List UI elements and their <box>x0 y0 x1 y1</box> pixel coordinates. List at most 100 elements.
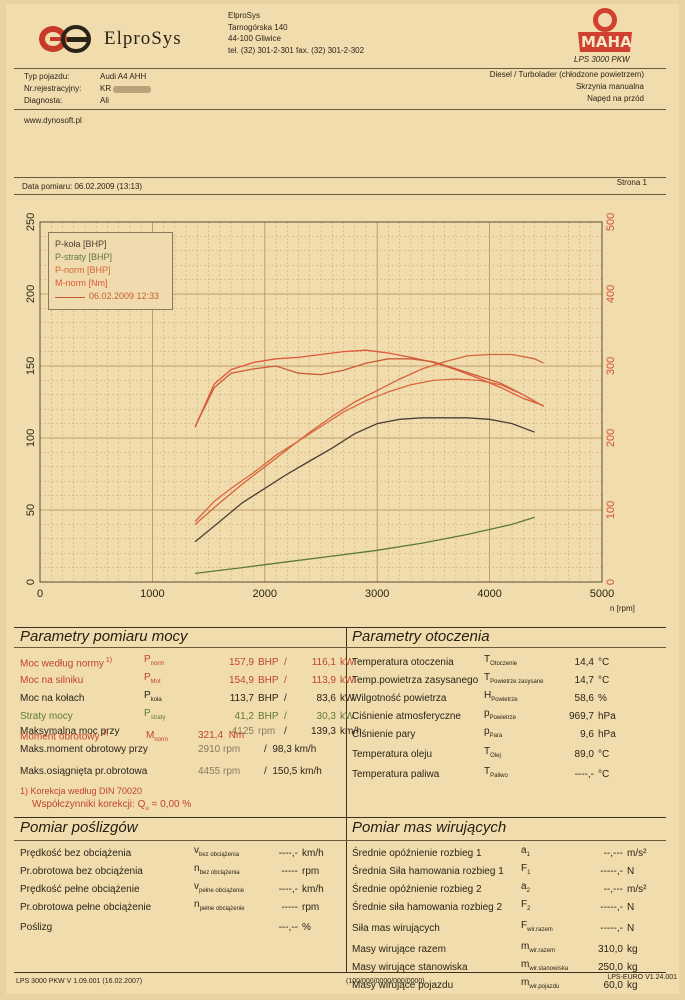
power-unit-2: kW <box>340 710 355 722</box>
power-sep: / <box>284 656 287 668</box>
env-label: Temperatura paliwa <box>352 768 440 780</box>
mass-value: 310,0 <box>597 943 623 955</box>
maha-brand: MAHA <box>581 33 632 51</box>
series-line <box>194 378 544 522</box>
slip-row: Prędkość bez obciążenia vbez obciążenia --… <box>18 844 326 862</box>
power-value-2: 30,3 <box>316 710 336 722</box>
correction-factor-label: Współczynniki korekcji: Q <box>32 799 146 810</box>
slip-value: ----,- <box>278 847 298 859</box>
power-row: Moc na kołach Pkoła 113,7 BHP / 83,6 kW <box>18 689 364 707</box>
mass-unit: m/s² <box>627 847 647 859</box>
address-line: ElproSys <box>228 11 261 20</box>
power-unit-2: kW <box>340 656 355 668</box>
env-unit: °C <box>598 748 610 760</box>
footer-version: LPS 3000 PKW V 1.09.001 (16.02.2007) <box>16 978 143 985</box>
slip-unit: rpm <box>302 865 320 877</box>
power-unit-2: kW <box>340 692 355 704</box>
registration-label: Nr.rejestracyjny: <box>24 84 82 93</box>
power-table: Moc według normy 1) Pnorm 157,9 BHP / 116,1 kW… <box>18 653 364 738</box>
series-line <box>194 353 544 525</box>
slip-label: Prędkość pełne obciążenie <box>20 883 140 895</box>
footer-code: (100/000/0000/000/0000) <box>346 978 425 985</box>
env-unit: °C <box>598 674 610 686</box>
env-value: 58,6 <box>574 692 594 704</box>
power-row: Maksymalna moc przy 4125 rpm / 139,3 km/h <box>18 725 364 738</box>
vehicle-type-label: Typ pojazdu: <box>24 72 70 81</box>
env-value: 9,6 <box>580 728 594 740</box>
env-row: Ciśnienie atmosferyczne pPowietrze 969,7 hP… <box>350 707 618 725</box>
power-value-2: 113,9 <box>311 674 336 686</box>
mass-value: 60,0 <box>603 979 623 991</box>
power-symbol: Pstraty <box>144 708 166 721</box>
env-symbol: TOtoczenie <box>484 654 518 667</box>
din-correction-note: 1) Korekcja według DIN 70020 <box>20 786 143 796</box>
mass-label: Siła mas wirujących <box>352 922 440 934</box>
mass-value: --,--- <box>603 847 623 859</box>
engine-type: Diesel / Turbolader (chłodzone powietrze… <box>489 70 644 79</box>
slip-value: ---,-- <box>278 921 298 933</box>
drive-type: Napęd na przód <box>587 94 644 103</box>
correction-factor-val: = 0,00 % <box>151 799 192 810</box>
address-line: 44-100 Gliwice <box>228 34 281 43</box>
power-value-1: 41,2 <box>234 710 254 722</box>
power-row: Moc na silniku PMot 154,9 BHP / 113,9 kW <box>18 671 364 689</box>
website-link[interactable]: www.dynosoft.pl <box>24 116 82 125</box>
power-label: Straty mocy <box>20 710 73 722</box>
page-number: Strona 1 <box>616 178 647 187</box>
slip-section-title: Pomiar poślizgów <box>20 819 138 836</box>
legend-p-kola: P-koła [BHP] <box>55 239 107 249</box>
slip-value: ----- <box>281 901 298 913</box>
x-tick-label: 3000 <box>365 588 389 600</box>
registration-value: KR <box>100 84 112 93</box>
power-symbol: Pkoła <box>144 690 162 703</box>
env-symbol: pPowietrze <box>484 708 516 721</box>
power-row: Moc według normy 1) Pnorm 157,9 BHP / 116,1 kW <box>18 653 364 671</box>
correction-factor-sub: u <box>145 806 149 812</box>
env-row: Temperatura oleju TOlej 89,0 °C <box>350 743 618 765</box>
mass-row: Średnie opóźnienie rozbieg 2 a2 --,--- m/s² <box>350 880 648 898</box>
torque-label-text: Moment obrotowy <box>20 731 100 743</box>
mass-unit: kg <box>627 961 638 973</box>
y-right-tick-label: 0 <box>605 579 617 585</box>
slip-symbol: npełne obciążenie <box>194 899 245 912</box>
env-row: Temp.powietrza zasysanego TPowietrze zasy… <box>350 671 618 689</box>
diagnostician-value: Ali <box>100 96 109 105</box>
mass-unit: kg <box>627 979 638 991</box>
power-footnote-mark: 1) <box>103 656 113 664</box>
mass-symbol: a1 <box>521 845 530 858</box>
torque-unit: Nm <box>228 730 245 741</box>
power-unit-1: BHP <box>258 674 279 686</box>
mass-symbol: mwir.stanowiska <box>521 959 569 972</box>
slip-row: Prędkość pełne obciążenie vpełne obciążen… <box>18 880 326 898</box>
mass-row: Masy wirujące pojazdu mwir.pojazdu 60,0 kg <box>350 976 648 994</box>
power-label: Moc na kołach <box>20 692 85 704</box>
mass-unit: N <box>627 865 635 877</box>
env-value: 969,7 <box>568 710 594 722</box>
mass-label: Średnie opóźnienie rozbieg 2 <box>352 883 482 895</box>
torque-at-speed-val: 98,3 <box>272 744 292 755</box>
env-row: Temperatura otoczenia TOtoczenie 14,4 °C <box>350 653 618 671</box>
y-left-tick-label: 100 <box>25 429 37 447</box>
torque-val: 321,4 <box>198 730 224 741</box>
legend-date: 06.02.2009 12:33 <box>89 291 160 301</box>
slip-label: Pr.obrotowa pełne obciążenie <box>20 901 152 913</box>
power-value-2: 116,1 <box>311 656 336 668</box>
torque-at-label: Maks.moment obrotowy przy <box>20 744 148 755</box>
power-value-2: 83,6 <box>316 692 336 704</box>
power-sep: / <box>284 726 287 737</box>
slip-unit: rpm <box>302 901 320 913</box>
max-rpm-speed-unit: km/h <box>300 766 322 777</box>
max-rpm-val: 4455 <box>198 766 221 777</box>
mass-symbol: mwir.pojazdu <box>521 977 560 990</box>
power-value-1: 113,7 <box>229 692 254 704</box>
env-label: Ciśnienie atmosferyczne <box>352 710 461 722</box>
max-rpm-label: Maks.osiągnięta pr.obrotowa <box>20 766 148 777</box>
slip-value: ----- <box>281 865 298 877</box>
mass-label: Średnia Siła hamowania rozbieg 1 <box>352 865 504 877</box>
mass-value: -----,- <box>600 865 623 877</box>
power-section-title: Parametry pomiaru mocy <box>20 628 188 645</box>
mass-symbol: a2 <box>521 881 530 894</box>
power-sep: / <box>284 710 287 722</box>
env-row: Ciśnienie pary pPara 9,6 hPa <box>350 725 618 743</box>
dyno-chart: 0 1000 2000 3000 4000 5000 0 50 100 150 200 250 0 100… <box>25 213 617 600</box>
